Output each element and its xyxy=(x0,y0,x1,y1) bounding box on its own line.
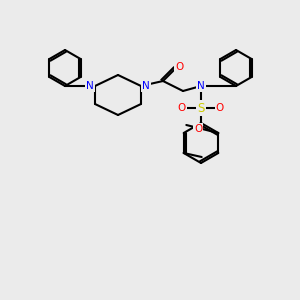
Text: N: N xyxy=(142,81,150,91)
Text: N: N xyxy=(86,81,94,91)
Text: O: O xyxy=(178,103,186,113)
Text: O: O xyxy=(175,62,183,72)
Text: O: O xyxy=(216,103,224,113)
Text: N: N xyxy=(197,81,205,91)
Text: O: O xyxy=(194,124,202,134)
Text: S: S xyxy=(197,101,205,115)
